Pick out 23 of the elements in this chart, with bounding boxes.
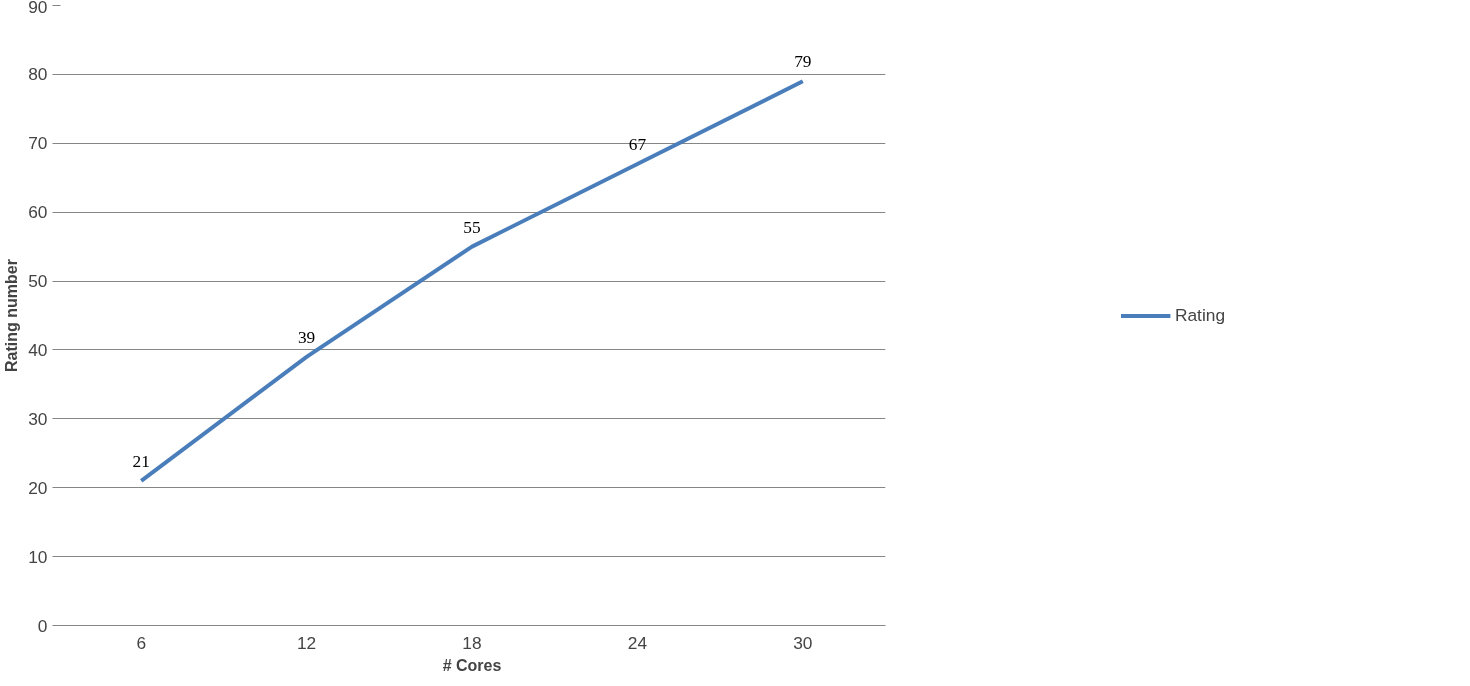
y-tick-label: 90 (28, 0, 48, 17)
y-axis-title: Rating number (3, 259, 21, 372)
data-label: 55 (463, 217, 481, 237)
data-label: 79 (794, 52, 812, 72)
x-axis-title: # Cores (442, 656, 502, 674)
x-tick-label: 6 (136, 632, 147, 653)
data-label: 21 (132, 451, 150, 471)
y-tick-label: 70 (28, 133, 48, 154)
y-tick-label: 20 (28, 477, 48, 498)
y-tick-label: 50 (28, 271, 48, 292)
x-tick-label: 12 (296, 632, 317, 653)
data-label: 67 (628, 134, 647, 154)
legend-label: Rating (1174, 304, 1226, 326)
y-tick-label: 60 (28, 202, 48, 223)
x-tick-label: 18 (462, 632, 482, 653)
y-tick-label: 80 (28, 64, 48, 85)
y-tick-label: 0 (37, 615, 48, 636)
y-tick-label: 30 (28, 408, 48, 429)
x-tick-label: 30 (793, 632, 813, 653)
data-label: 39 (297, 327, 316, 347)
y-tick-label: 10 (28, 546, 48, 567)
y-tick-label: 40 (28, 339, 48, 360)
x-tick-label: 24 (627, 632, 648, 653)
